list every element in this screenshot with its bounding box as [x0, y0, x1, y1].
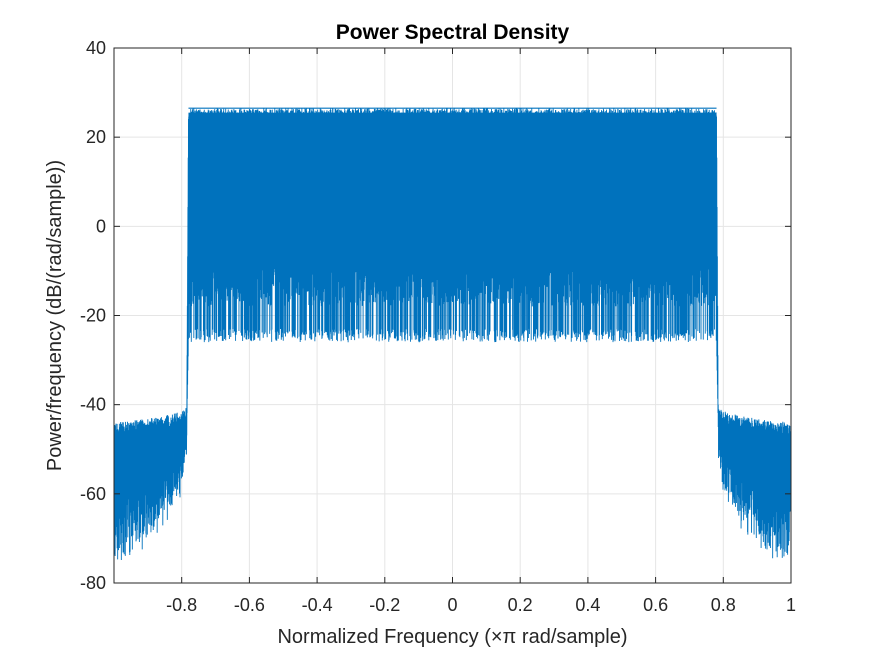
- x-tick-label: 0.2: [508, 595, 533, 615]
- y-tick-label: -80: [80, 573, 106, 593]
- x-tick-label: 0.6: [643, 595, 668, 615]
- y-tick-label: -20: [80, 306, 106, 326]
- y-tick-label: -40: [80, 395, 106, 415]
- x-tick-label: 1: [786, 595, 796, 615]
- x-tick-label: -0.4: [302, 595, 333, 615]
- y-tick-label: 40: [86, 38, 106, 58]
- psd-series: [113, 107, 792, 561]
- chart-title: Power Spectral Density: [336, 21, 570, 44]
- x-tick-label: 0.8: [711, 595, 736, 615]
- x-tick-label: -0.2: [369, 595, 400, 615]
- x-tick-label: 0.4: [575, 595, 600, 615]
- psd-passband-fill: [188, 112, 717, 262]
- x-axis-label: Normalized Frequency (×π rad/sample): [277, 626, 627, 648]
- x-tick-label: -0.6: [234, 595, 265, 615]
- tick-marks: [114, 47, 792, 584]
- x-tick-label: 0: [447, 595, 457, 615]
- y-tick-labels: 40 20 0 -20 -40 -60 -80: [80, 38, 106, 593]
- y-tick-label: 0: [96, 216, 106, 236]
- y-tick-label: 20: [86, 127, 106, 147]
- y-axis-label: Power/frequency (dB/(rad/sample)): [44, 160, 66, 471]
- x-tick-labels: -0.8 -0.6 -0.4 -0.2 0 0.2 0.4 0.6 0.8 1: [166, 595, 796, 615]
- x-tick-label: -0.8: [166, 595, 197, 615]
- y-tick-label: -60: [80, 484, 106, 504]
